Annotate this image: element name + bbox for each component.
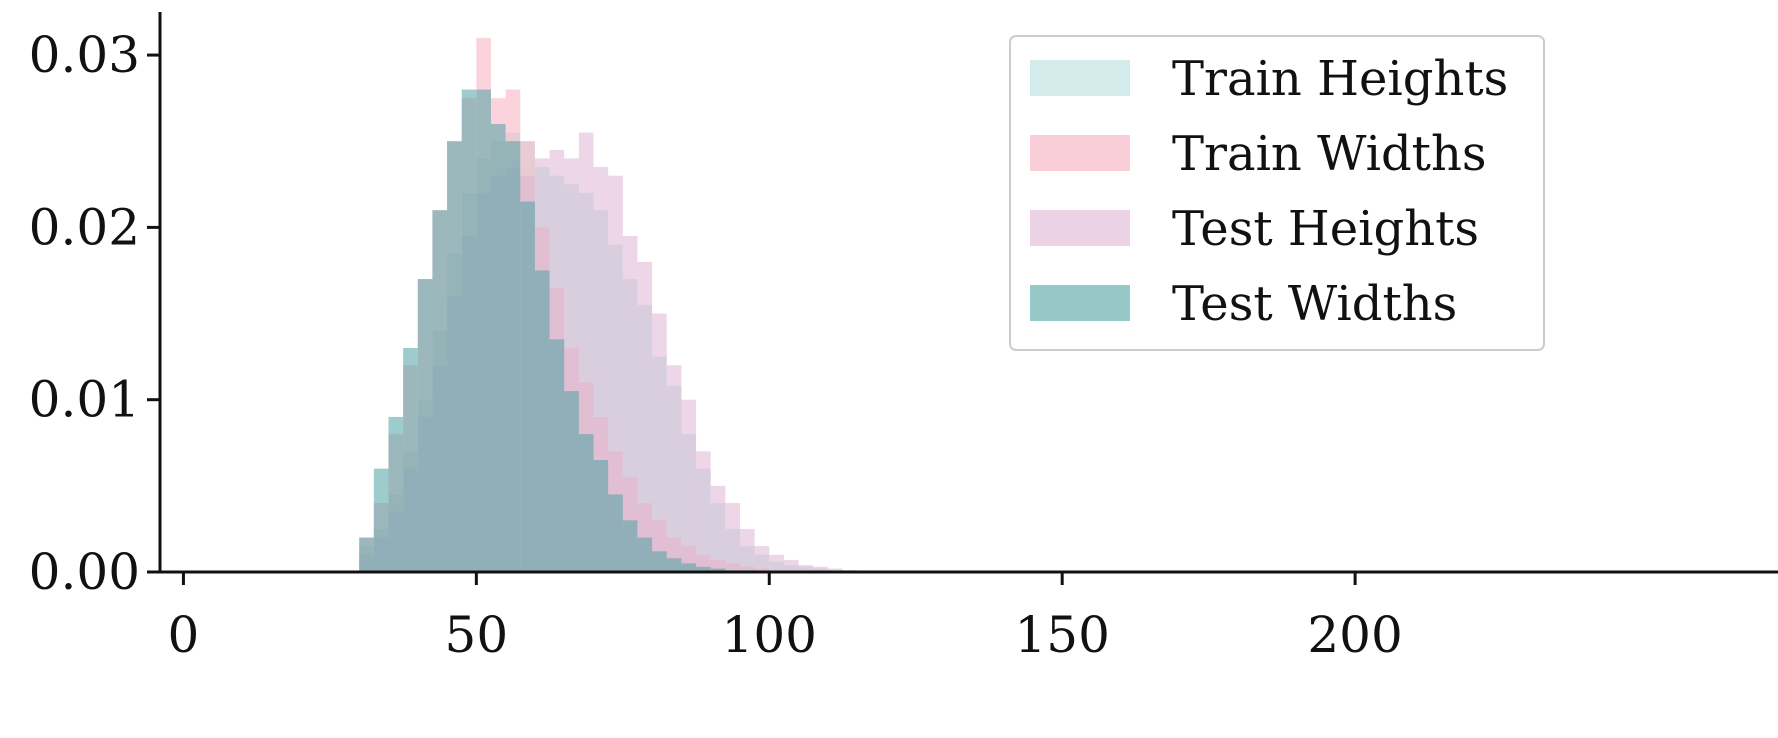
histogram-bar <box>637 537 653 572</box>
histogram-bar <box>696 566 711 572</box>
histogram-bar <box>461 89 477 573</box>
histogram-bar <box>578 434 594 572</box>
legend-label: Train Widths <box>1172 126 1487 182</box>
y-tick-label: 0.01 <box>29 371 140 429</box>
histogram-bar <box>637 261 653 572</box>
histogram-bar <box>666 558 682 572</box>
legend-swatch <box>1030 60 1130 96</box>
legend-box <box>1009 35 1545 351</box>
legend-swatch <box>1030 135 1130 171</box>
histogram-bar <box>534 270 550 572</box>
histogram-bar <box>432 210 448 572</box>
histogram-bar <box>520 201 535 573</box>
axes: 0 50 100 150 200 0.00 0.01 0.02 0.03 <box>29 12 1778 664</box>
legend-swatch <box>1030 285 1130 321</box>
histogram-bar <box>652 551 667 572</box>
histogram-bar <box>622 236 638 572</box>
histogram-bar <box>783 559 799 572</box>
histogram-bar <box>666 365 682 572</box>
legend-label: Test Widths <box>1172 276 1457 332</box>
x-tick-label: 200 <box>1307 606 1402 664</box>
histogram-bar <box>798 565 814 572</box>
histogram-bar <box>505 141 521 572</box>
x-tick-label: 150 <box>1014 606 1109 664</box>
x-tick-label: 0 <box>168 606 200 664</box>
histogram-bar <box>710 568 726 572</box>
x-tick-label: 100 <box>722 606 817 664</box>
histogram-bar <box>681 563 697 572</box>
histogram-bar <box>813 566 828 572</box>
histogram-bar <box>564 391 579 572</box>
histogram-bar <box>622 520 638 572</box>
histogram-bar <box>608 494 623 572</box>
histogram-bar <box>769 554 784 572</box>
histogram-bar <box>417 279 433 572</box>
legend: Train Heights Train Widths Test Heights Tes… <box>1009 35 1545 351</box>
histogram-bar <box>681 399 697 572</box>
y-tick-label: 0.03 <box>29 26 140 84</box>
legend-swatch <box>1030 210 1130 246</box>
histogram-bar <box>549 339 565 572</box>
histogram-bar <box>652 313 667 572</box>
histogram-bar <box>388 416 404 572</box>
histogram-bar <box>593 460 609 572</box>
histogram-bar <box>608 175 623 572</box>
histogram-bar <box>754 546 770 572</box>
x-tick-label: 50 <box>445 606 509 664</box>
histogram-bar <box>373 468 389 572</box>
histogram-bar <box>403 348 418 572</box>
series-4-bars <box>359 89 755 573</box>
legend-label: Train Heights <box>1172 51 1508 107</box>
histogram-bar <box>710 485 726 572</box>
histogram-bar <box>490 124 506 572</box>
histogram-bar <box>725 503 740 572</box>
histogram-bar <box>476 89 491 573</box>
bars-layer <box>359 37 858 573</box>
histogram-bar <box>359 537 374 572</box>
histogram-bar <box>827 568 843 572</box>
histogram-bar <box>739 528 755 572</box>
histogram-bar <box>447 141 462 572</box>
histogram-bar <box>696 451 711 572</box>
y-tick-label: 0.00 <box>29 543 140 601</box>
legend-label: Test Heights <box>1172 201 1479 257</box>
y-tick-label: 0.02 <box>29 198 140 256</box>
